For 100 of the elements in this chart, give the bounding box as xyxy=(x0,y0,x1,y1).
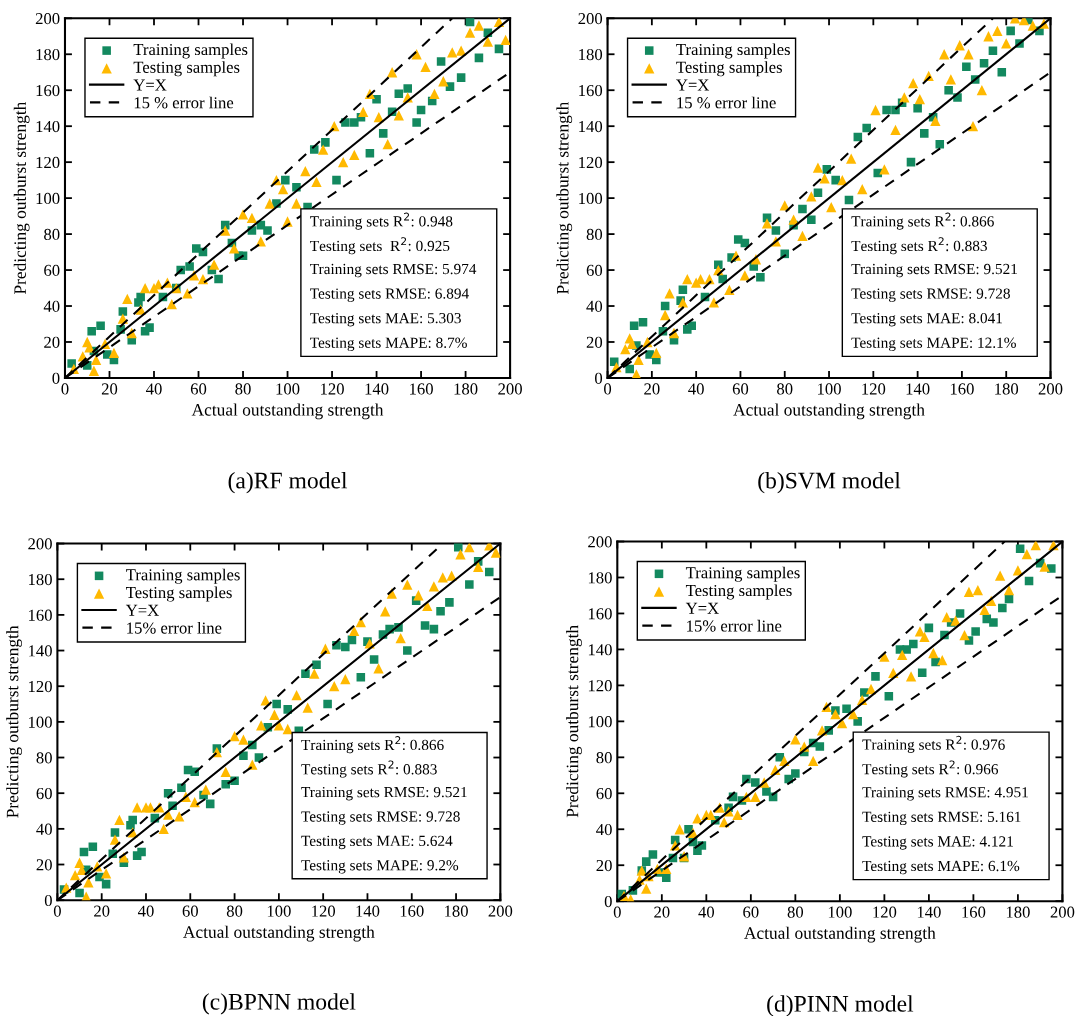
legend-label: Training samples xyxy=(133,43,248,59)
x-tick-label: 160 xyxy=(962,906,986,918)
y-tick-label: 140 xyxy=(588,644,612,656)
y-tick-label: 40 xyxy=(43,300,60,312)
legend-label: Y=X xyxy=(676,79,710,91)
y-tick-label: 80 xyxy=(596,752,612,764)
text: (a)RF model xyxy=(228,471,348,494)
x-tick-label: 60 xyxy=(732,383,749,395)
y-tick-label: 160 xyxy=(579,84,603,97)
annotation: Testing sets MAPE: 8.7% xyxy=(310,337,467,352)
y-tick-label: 20 xyxy=(36,859,52,871)
x-tick-label: 160 xyxy=(950,383,974,395)
x-tick-label: 80 xyxy=(787,906,804,918)
y-tick-label: 40 xyxy=(596,823,612,836)
y-tick-label: 180 xyxy=(29,573,52,586)
y-tick-label: 140 xyxy=(29,645,52,657)
legend-label: Testing samples xyxy=(133,61,240,77)
x-tick-label: 0 xyxy=(61,383,69,395)
y-tick-label: 160 xyxy=(36,84,60,97)
legend-label: Training samples xyxy=(685,566,800,582)
x-tick-label: 40 xyxy=(145,383,162,395)
annotation: Testing sets MAE: 5.303 xyxy=(310,312,461,327)
annotation: Training sets RMSE: 5.974 xyxy=(310,263,477,278)
y-tick-label: 120 xyxy=(29,680,52,693)
x-tick-label: 120 xyxy=(312,905,336,917)
y-tick-label: 120 xyxy=(36,156,60,169)
y-axis-title: Predicting outburst strength xyxy=(556,101,573,295)
y-tick-label: 60 xyxy=(586,264,603,276)
y-tick-label: 200 xyxy=(35,12,60,25)
x-tick-label: 200 xyxy=(498,383,522,395)
y-tick-label: 40 xyxy=(586,300,603,312)
x-tick-label: 140 xyxy=(917,906,941,918)
annotation: Testing sets RMSE: 5.161 xyxy=(862,811,1021,826)
y-tick-label: 20 xyxy=(586,336,603,348)
annotation: Training sets R$^{2}$: 0.976 xyxy=(862,735,1005,753)
y-tick-label: 100 xyxy=(588,716,612,728)
x-tick-label: 140 xyxy=(906,383,930,395)
legend-label: Training samples xyxy=(126,568,240,584)
y-tick-label: 80 xyxy=(36,752,52,764)
y-axis-title: Predicting outburst strength xyxy=(6,625,22,818)
legend-label: Testing samples xyxy=(126,586,232,602)
x-tick-label: 20 xyxy=(644,383,660,395)
x-tick-label: 160 xyxy=(400,905,424,917)
y-tick-label: 180 xyxy=(579,48,603,61)
y-tick-label: 0 xyxy=(52,372,60,384)
annotation: Testing sets MAE: 8.041 xyxy=(851,312,1002,327)
x-tick-label: 180 xyxy=(1006,906,1030,918)
y-tick-label: 200 xyxy=(28,538,52,550)
y-tick-label: 120 xyxy=(579,156,603,169)
y-tick-label: 100 xyxy=(29,716,52,728)
y-tick-label: 180 xyxy=(588,572,612,584)
y-tick-label: 200 xyxy=(578,12,603,25)
legend-label: Training samples xyxy=(676,43,790,59)
annotation: Testing sets MAE: 4.121 xyxy=(862,836,1013,850)
y-tick-label: 140 xyxy=(579,120,603,133)
annotation: Testing sets R$^{2}$: 0.883 xyxy=(851,237,987,255)
annotation: Testing sets MAPE: 6.1% xyxy=(862,860,1020,875)
x-tick-label: 160 xyxy=(410,383,433,395)
x-tick-label: 60 xyxy=(182,905,198,917)
x-tick-label: 200 xyxy=(488,905,513,917)
x-tick-label: 0 xyxy=(613,906,621,918)
y-tick-label: 40 xyxy=(36,823,52,835)
x-tick-label: 140 xyxy=(356,905,380,917)
x-tick-label: 120 xyxy=(321,383,344,395)
x-tick-label: 80 xyxy=(235,383,251,395)
y-tick-label: 160 xyxy=(588,608,612,620)
x-tick-label: 120 xyxy=(862,383,886,395)
text: (c)BPNN model xyxy=(202,993,356,1015)
legend-label: Testing samples xyxy=(676,61,782,77)
y-tick-label: 0 xyxy=(44,894,52,907)
y-tick-label: 180 xyxy=(36,48,60,61)
y-tick-label: 0 xyxy=(595,372,603,384)
x-tick-label: 140 xyxy=(365,383,389,395)
annotation: Training sets R$^{2}$: 0.866 xyxy=(301,736,444,754)
annotation: Testing sets MAPE: 9.2% xyxy=(301,860,459,874)
annotation: Testing sets MAE: 5.624 xyxy=(301,835,453,850)
y-tick-label: 200 xyxy=(588,536,612,548)
annotation: Training sets RMSE: 9.521 xyxy=(851,263,1017,278)
annotation: Testing sets R$^{2}$: 0.883 xyxy=(301,760,437,778)
annotation: Training sets R$^{2}$: 0.948 xyxy=(310,212,453,230)
y-tick-label: 0 xyxy=(604,895,612,908)
y-axis-title: Predicting outburst strength xyxy=(566,625,582,818)
text: (d)PINN model xyxy=(767,995,914,1016)
y-tick-label: 60 xyxy=(44,264,60,276)
x-tick-label: 20 xyxy=(94,905,110,917)
x-tick-label: 180 xyxy=(454,383,478,395)
y-tick-label: 80 xyxy=(44,228,60,241)
x-tick-label: 100 xyxy=(818,383,841,395)
x-tick-label: 200 xyxy=(1050,906,1075,918)
y-axis-title: Predicting outburst strength xyxy=(13,101,30,295)
legend-label: 15 % error line xyxy=(677,96,776,109)
x-axis-title: Actual outstanding strength xyxy=(191,403,384,420)
x-tick-label: 40 xyxy=(137,905,154,917)
y-tick-label: 60 xyxy=(596,787,612,800)
legend-label: Testing samples xyxy=(685,584,792,600)
annotation: Training sets RMSE: 4.951 xyxy=(862,787,1028,801)
annotation: Training sets R$^{2}$: 0.866 xyxy=(851,212,994,230)
y-tick-label: 160 xyxy=(29,609,52,621)
annotation: Training sets RMSE: 9.521 xyxy=(301,787,467,801)
x-tick-label: 180 xyxy=(995,383,1019,395)
